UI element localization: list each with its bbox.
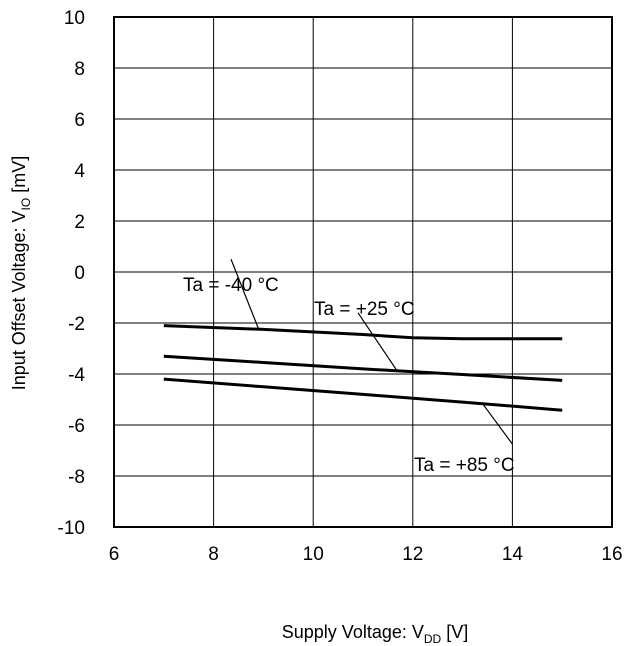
y-tick-label: 2 bbox=[74, 212, 85, 233]
annotation-leader-line bbox=[482, 403, 513, 445]
x-tick-label: 16 bbox=[601, 544, 622, 565]
y-axis-title: Input Offset Voltage: VIO [mV] bbox=[9, 156, 33, 390]
y-tick-label: 4 bbox=[74, 161, 85, 182]
y-tick-label: -10 bbox=[58, 518, 85, 539]
x-tick-label: 8 bbox=[208, 544, 219, 565]
series-line-0 bbox=[163, 324, 563, 341]
annotation-leader-line bbox=[230, 259, 259, 329]
y-tick-label: 10 bbox=[64, 8, 85, 29]
x-tick-label: 6 bbox=[109, 544, 120, 565]
y-tick-label: -6 bbox=[68, 416, 85, 437]
plot-frame bbox=[113, 16, 613, 528]
series-annotations: Ta = -40 °C Ta = +25 °C Ta = +85 °C bbox=[183, 259, 515, 476]
y-tick-label: -2 bbox=[68, 314, 85, 335]
series-lines bbox=[163, 324, 563, 412]
series-annotation-label: Ta = +85 °C bbox=[414, 455, 515, 476]
x-tick-label: 14 bbox=[502, 544, 524, 565]
series-line-1 bbox=[163, 354, 563, 382]
series-line-2 bbox=[163, 377, 563, 412]
y-tick-label: -4 bbox=[68, 365, 85, 386]
series-annotation-label: Ta = -40 °C bbox=[183, 275, 279, 296]
y-tick-labels: 10 8 6 4 2 0 -2 -4 -6 -8 -10 bbox=[58, 8, 86, 539]
y-tick-label: 0 bbox=[74, 263, 85, 284]
series-annotation-label: Ta = +25 °C bbox=[314, 299, 415, 320]
annotation-leader-line bbox=[357, 312, 399, 373]
y-tick-label: -8 bbox=[68, 467, 85, 488]
grid-lines bbox=[114, 17, 612, 527]
x-tick-label: 12 bbox=[402, 544, 423, 565]
x-axis-title: Supply Voltage: VDD [V] bbox=[282, 622, 468, 646]
x-tick-labels: 6 8 10 12 14 16 bbox=[109, 544, 623, 565]
y-tick-label: 6 bbox=[74, 110, 85, 131]
x-tick-label: 10 bbox=[303, 544, 324, 565]
y-tick-label: 8 bbox=[74, 59, 85, 80]
